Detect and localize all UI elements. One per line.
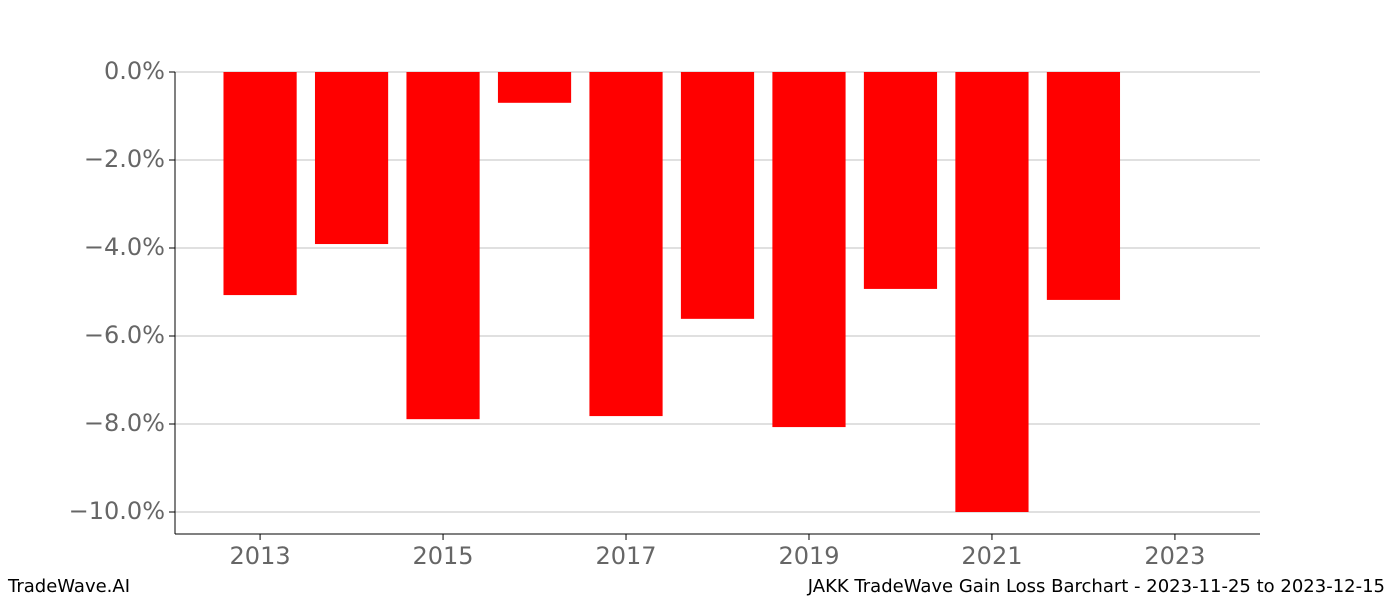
bar — [863, 72, 938, 289]
bar — [497, 72, 572, 103]
x-tick-label: 2019 — [778, 542, 839, 570]
x-tick-label: 2013 — [230, 542, 291, 570]
bar — [680, 72, 755, 319]
source: TradeWave.AI — [7, 576, 130, 597]
x-tick-label: 2017 — [595, 542, 656, 570]
bar — [772, 72, 846, 428]
y-tick-label: −8.0% — [84, 409, 165, 437]
y-tick-label: −4.0% — [84, 233, 165, 261]
bar — [1046, 72, 1121, 300]
y-tick-label: −2.0% — [84, 145, 165, 173]
y-tick-label: −10.0% — [69, 497, 165, 525]
chart-title: JAKK TradeWave Gain Loss Barchart - 2023… — [807, 576, 1385, 597]
y-tick-label: −6.0% — [84, 321, 165, 349]
x-tick-label: 2021 — [961, 542, 1022, 570]
y-tick-label: 0.0% — [104, 57, 165, 85]
bar — [406, 72, 480, 420]
bar — [589, 72, 663, 417]
x-tick-label: 2015 — [413, 542, 474, 570]
x-tick-label: 2023 — [1144, 542, 1205, 570]
bar — [223, 72, 297, 296]
bar — [955, 72, 1029, 512]
bar — [314, 72, 389, 245]
